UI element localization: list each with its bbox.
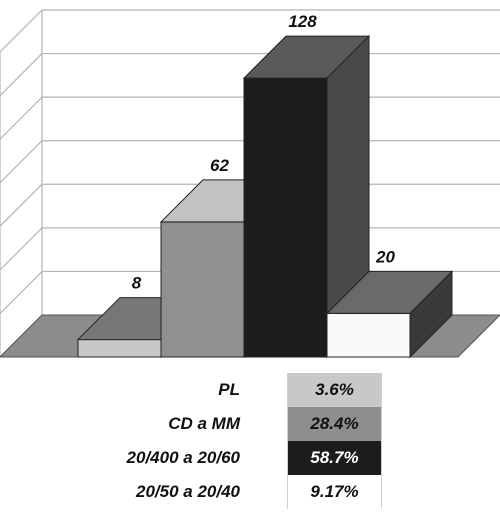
side-grid-line [0, 53, 43, 96]
side-grid-line [0, 140, 43, 184]
legend-row-pl: PL 3.6% [0, 373, 500, 407]
data-label-20-400-a-20-60: 128 [288, 12, 317, 31]
legend-percentage: 9.17% [287, 475, 382, 509]
side-grid-line [0, 183, 43, 227]
legend-label: CD a MM [168, 414, 240, 433]
legend-percentage: 28.4% [287, 407, 382, 441]
legend-percentage: 58.7% [287, 441, 382, 475]
side-grid-line [0, 227, 43, 271]
side-grid-line [0, 9, 43, 53]
data-label-20-50-a-20-40: 20 [375, 247, 395, 266]
data-label-pl: 8 [132, 274, 142, 293]
legend-row-20-50-a-20-40: 20/50 a 20/40 9.17% [0, 475, 500, 509]
legend-row-cd-a-mm: CD a MM 28.4% [0, 407, 500, 441]
legend-label: PL [218, 380, 240, 399]
bar-20-50-a-20-40-side [409, 270, 453, 359]
legend-label: 20/50 a 20/40 [136, 482, 240, 501]
bar-cd-a-mm-front [160, 221, 245, 358]
legend-label: 20/400 a 20/60 [126, 448, 240, 467]
legend-row-20-400-a-20-60: 20/400 a 20/60 58.7% [0, 441, 500, 475]
bar-20-400-a-20-60-front [243, 77, 328, 358]
data-label-cd-a-mm: 62 [210, 156, 229, 175]
bar-chart: 8 62 128 20 [0, 9, 500, 359]
side-grid-line [0, 271, 43, 314]
bar-20-50-a-20-40-front [326, 312, 411, 358]
bar-pl-front [77, 339, 162, 358]
legend-percentage: 3.6% [287, 373, 382, 407]
side-grid-line [0, 96, 43, 140]
